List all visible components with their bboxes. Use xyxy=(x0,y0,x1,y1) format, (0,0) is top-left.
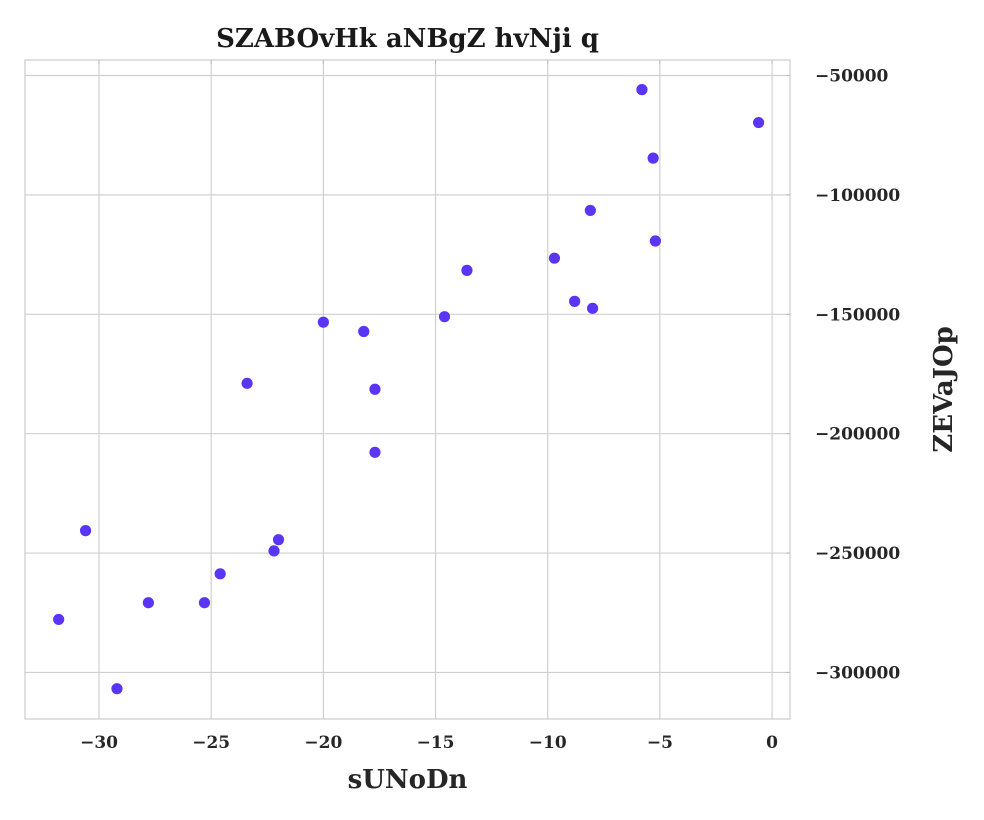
data-point xyxy=(647,152,659,164)
data-point xyxy=(214,568,226,580)
y-axis-label: ZEVaJOp xyxy=(929,326,959,453)
data-point xyxy=(649,235,661,247)
data-point xyxy=(569,295,581,307)
x-tick-labels: −30 −25 −20 −15 −10 −5 0 xyxy=(80,733,778,753)
data-points xyxy=(53,84,765,695)
y-tick-label: −200000 xyxy=(815,425,900,445)
grid xyxy=(25,60,790,719)
data-point xyxy=(369,446,381,458)
data-point xyxy=(272,534,285,546)
data-point xyxy=(79,525,92,537)
data-point xyxy=(584,204,596,217)
y-tick-labels: −50000 −100000 −150000 −200000 −250000 −30000… xyxy=(815,67,900,684)
data-point xyxy=(241,377,253,389)
data-point xyxy=(586,302,599,314)
data-point xyxy=(53,613,65,626)
x-tick-label: −30 xyxy=(80,733,118,753)
data-point xyxy=(369,383,381,395)
data-point xyxy=(268,545,280,557)
y-tick-label: −150000 xyxy=(815,305,900,325)
data-point xyxy=(142,597,154,609)
x-tick-label: −10 xyxy=(529,733,567,753)
x-tick-label: −15 xyxy=(417,733,455,753)
data-point xyxy=(358,325,370,338)
y-tick-label: −300000 xyxy=(815,663,900,683)
x-tick-label: −20 xyxy=(304,733,342,753)
data-point xyxy=(461,264,473,276)
x-axis-label: sUNoDn xyxy=(348,765,468,795)
data-point xyxy=(317,316,329,328)
x-tick-label: 0 xyxy=(766,733,778,753)
data-point xyxy=(198,597,211,609)
data-point xyxy=(438,311,451,323)
x-tick-label: −5 xyxy=(647,733,673,753)
y-tick-label: −50000 xyxy=(815,67,889,87)
y-tick-label: −100000 xyxy=(815,186,900,206)
data-point xyxy=(752,116,765,129)
plot-area-frame xyxy=(24,59,791,720)
data-point xyxy=(548,252,561,264)
y-tick-label: −250000 xyxy=(815,544,900,564)
chart-title: SZABOvHk aNBgZ hvNji q xyxy=(216,24,599,54)
x-tick-label: −25 xyxy=(192,733,230,753)
tick-marks xyxy=(98,60,790,673)
data-point xyxy=(636,84,648,96)
data-point xyxy=(111,683,123,695)
